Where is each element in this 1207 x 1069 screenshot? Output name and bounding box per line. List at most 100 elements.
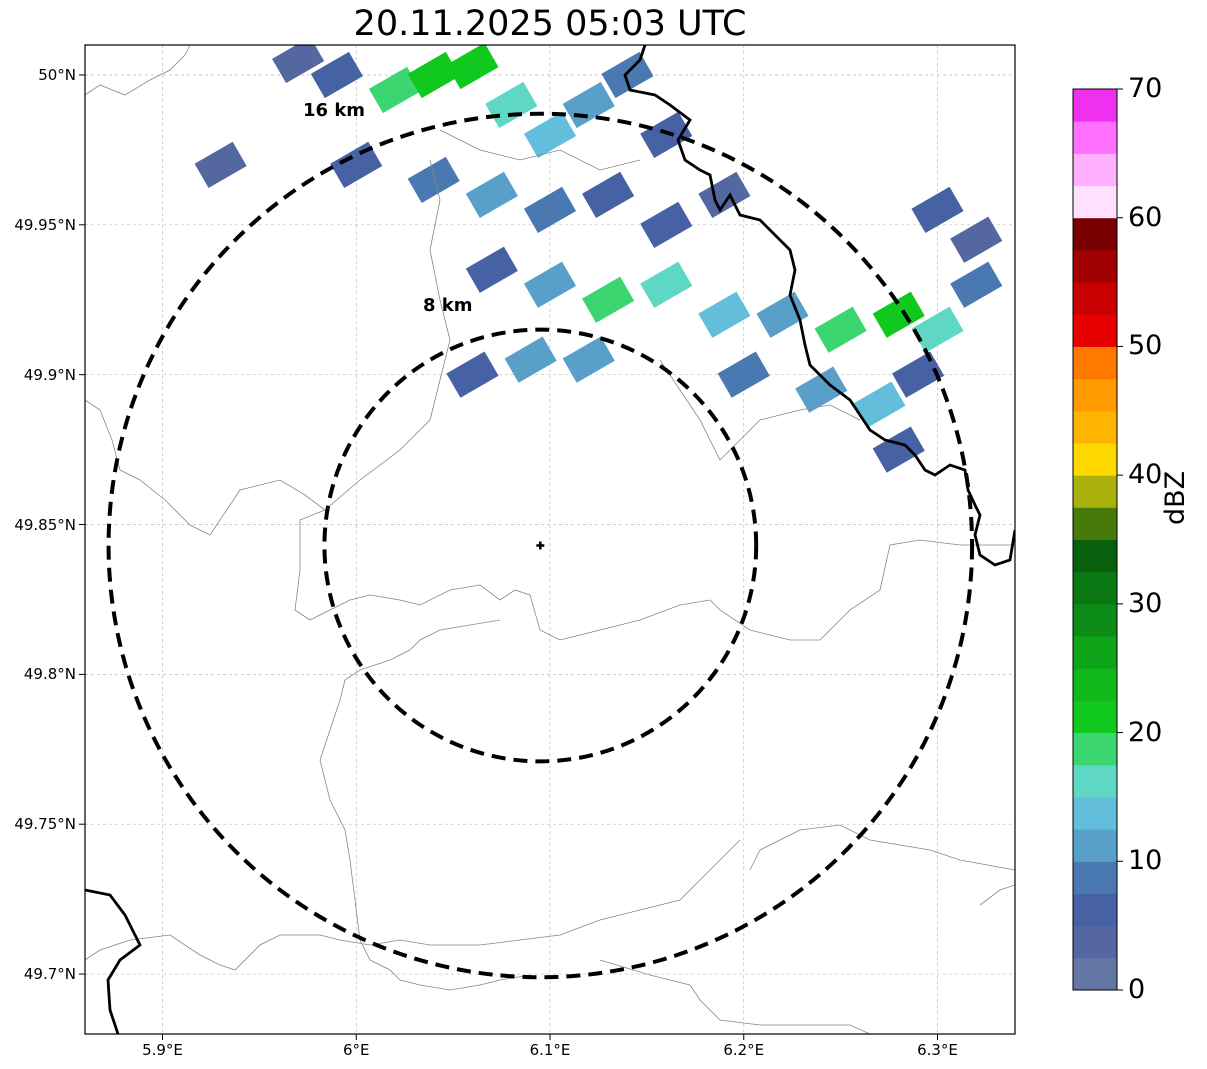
colorbar-segment [1073,636,1117,669]
colorbar-segment [1073,475,1117,508]
reflectivity-cell [640,201,693,248]
reflectivity-cell [756,291,809,338]
ring-label-16km: 16 km [303,100,366,121]
colorbar-segment [1073,410,1117,444]
colorbar-tick-label: 70 [1128,73,1163,104]
colorbar-segment [1073,861,1117,894]
x-tick-label: 5.9°E [142,1041,183,1059]
reflectivity-cell [698,291,751,338]
x-tick-label: 6.3°E [917,1041,958,1059]
x-ticks [162,1034,938,1040]
colorbar-segment [1073,314,1117,347]
reflectivity-cell [194,141,247,189]
x-tick-label: 6.1°E [529,1041,571,1059]
reflectivity-cell [892,351,945,398]
reflectivity-cell [407,156,460,203]
colorbar-segment [1073,442,1117,476]
colorbar-tick-label: 10 [1128,845,1163,877]
colorbar-tick-label: 0 [1128,974,1146,1005]
reflectivity-cell [872,291,925,338]
y-ticks [79,74,85,975]
x-tick-label: 6.2°E [723,1041,765,1059]
national-borders [85,45,1015,1034]
colorbar-segment [1073,796,1117,830]
reflectivity-cell [446,351,499,398]
reflectivity-cell [523,111,577,159]
colorbar-segment [1073,539,1117,573]
reflectivity-cell [950,261,1003,308]
colorbar-segment [1073,700,1117,734]
colorbar-segment [1073,153,1117,187]
colorbar-segment [1073,507,1117,540]
reflectivity-cell [562,336,615,383]
colorbar-segment [1073,829,1117,862]
reflectivity-cell [272,45,325,84]
colorbar-segment [1073,121,1117,154]
y-tick-label: 49.7°N [23,965,76,984]
map-title: 20.11.2025 05:03 UTC [353,4,747,44]
reflectivity-cell [872,426,925,473]
range-ring-8km [322,327,759,764]
y-tick-label: 49.8°N [23,665,76,684]
reflectivity-cell [562,81,615,129]
reflectivity-cell [950,216,1003,263]
ring-label-8km: 8 km [423,295,473,316]
reflectivity-cell [853,381,906,428]
thin-borders [85,45,1015,1034]
y-tick-label: 49.75°N [14,815,76,834]
reflectivity-cell [465,246,518,293]
reflectivity-cell [640,111,693,159]
reflectivity-cell [911,186,964,233]
colorbar-segment [1073,957,1117,991]
reflectivity-cell [407,51,460,99]
colorbar-segment [1073,346,1117,380]
reflectivity-cell [465,171,518,218]
colorbar-tick-label: 40 [1128,459,1163,491]
reflectivity-cell [640,261,693,308]
colorbar-segment [1073,282,1117,315]
reflectivity-cell [814,306,867,353]
reflectivity-cell [310,51,363,99]
colorbar-segment [1073,603,1117,637]
y-tick-label: 49.95°N [14,215,76,234]
colorbar-segment [1073,764,1117,798]
y-tick-label: 49.9°N [23,365,76,384]
graticule [85,45,1015,1034]
y-tick-label: 49.85°N [14,515,76,534]
colorbar-segment [1073,732,1117,766]
reflectivity-cell [446,45,499,90]
colorbar-segment [1073,668,1117,701]
x-tick-label: 6°E [342,1041,370,1059]
reflectivity-cell [368,66,422,114]
colorbar-tick-label: 30 [1128,587,1163,619]
reflectivity-cell [582,276,635,323]
reflectivity-cell [523,186,577,233]
colorbar-segment [1073,925,1117,959]
reflectivity-cell [504,336,557,383]
colorbar-segment [1073,217,1117,251]
reflectivity-layer [194,45,1003,473]
reflectivity-cell [698,171,751,218]
colorbar-segment [1073,571,1117,605]
colorbar-segment [1073,89,1117,122]
colorbar-tick-label: 20 [1128,716,1163,748]
colorbar-segment [1073,249,1117,283]
colorbar-tick-label: 60 [1128,201,1163,233]
reflectivity-cell [911,306,964,353]
colorbar-segment [1073,378,1117,412]
colorbar-frame [1072,88,1118,991]
reflectivity-cell [485,81,538,129]
reflectivity-cell [523,261,577,308]
colorbar-segment [1073,185,1117,219]
range-ring-16km [106,111,975,980]
radar-site-marker [536,541,545,550]
colorbar-tick-label: 50 [1128,330,1163,362]
reflectivity-cell [582,171,635,218]
colorbar-segment [1073,893,1117,927]
reflectivity-cell [717,351,770,398]
reflectivity-cell [601,51,654,99]
reflectivity-cell [330,141,383,189]
y-tick-label: 50°N [38,65,76,84]
colorbar [1072,88,1123,991]
